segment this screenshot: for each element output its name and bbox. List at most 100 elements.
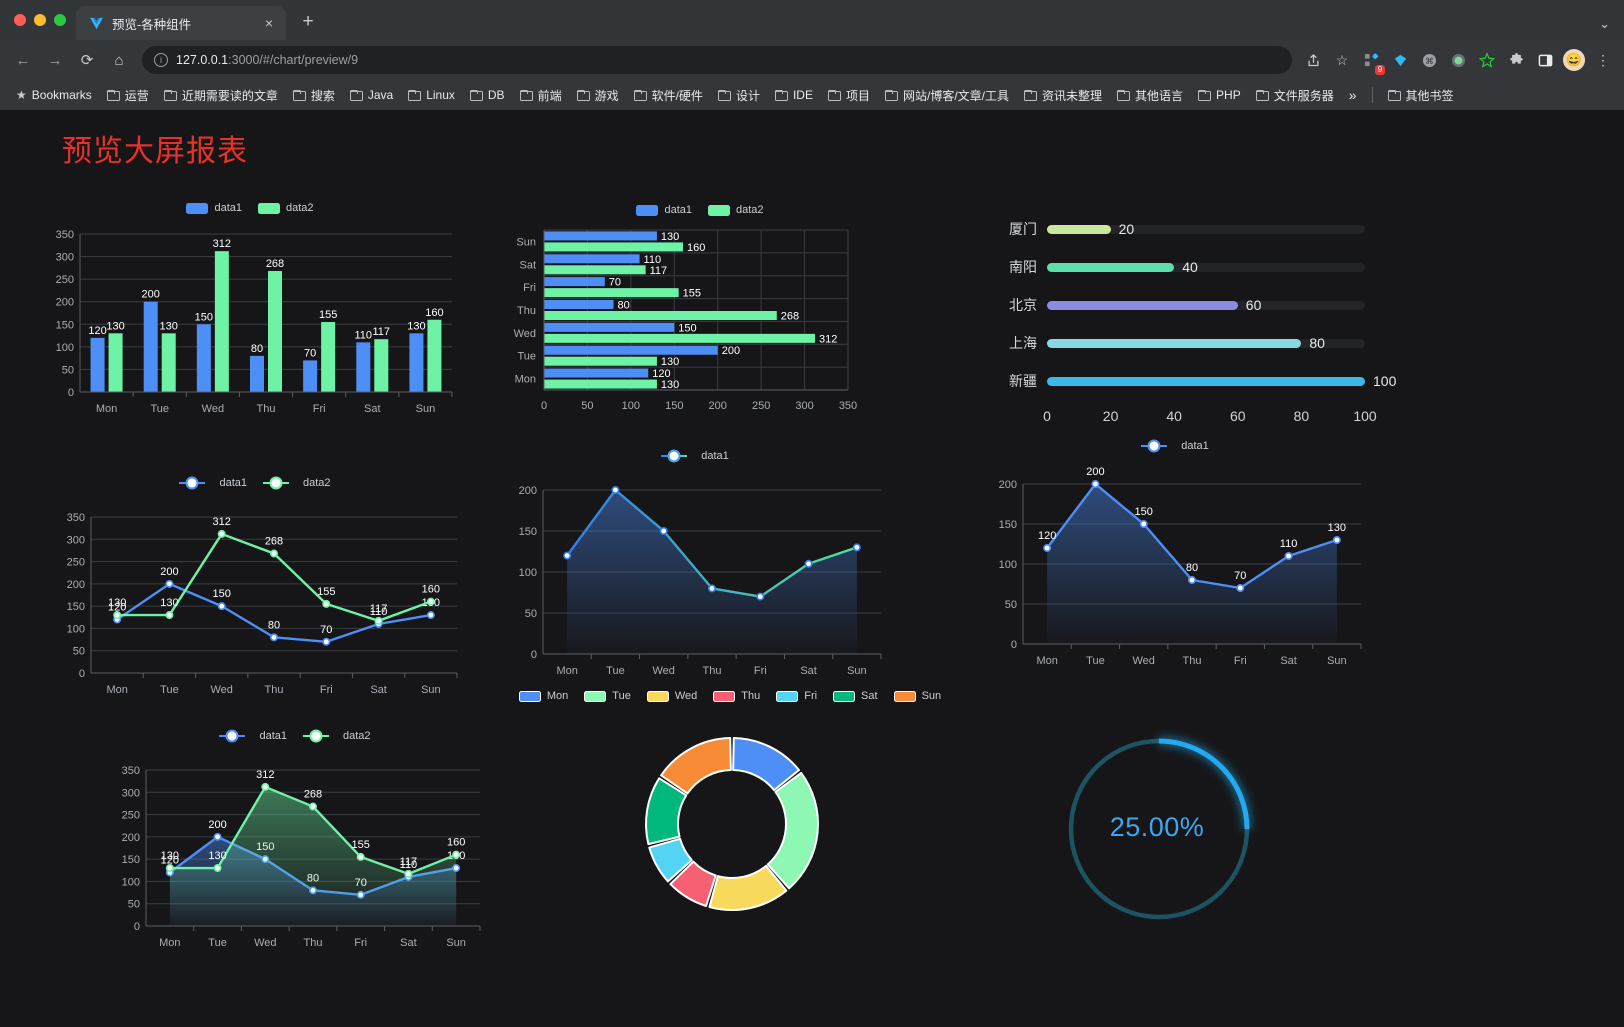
legend-item-data2[interactable]: data2	[303, 730, 371, 742]
legend-item-fri[interactable]: Fri	[776, 690, 817, 702]
home-button[interactable]: ⌂	[114, 51, 124, 69]
diamond-icon[interactable]	[1387, 47, 1413, 73]
bookmark-item-4[interactable]: Java	[344, 85, 399, 105]
legend[interactable]: data1 data2	[45, 477, 465, 489]
bookmark-item-2[interactable]: 近期需要读的文章	[158, 84, 284, 107]
svg-text:Mon: Mon	[556, 665, 577, 677]
legend[interactable]: data1 data2	[100, 730, 490, 742]
legend-item-data1[interactable]: data1	[179, 477, 247, 489]
address-bar[interactable]: i 127.0.0.1:3000/#/chart/preview/9	[142, 46, 1292, 74]
maximize-window-button[interactable]	[54, 14, 66, 26]
progress-row[interactable]: 北京 60	[995, 286, 1365, 324]
legend-swatch	[186, 202, 209, 214]
bookmark-item-3[interactable]: 搜索	[287, 84, 341, 107]
chart-line-gradient[interactable]: data1 0 50 100 150 200 Mon Tue Wed Thu Fri Sat Sun	[495, 450, 895, 710]
legend-item-data1[interactable]: data1	[636, 204, 692, 216]
bookmark-item-15[interactable]: 其他语言	[1111, 84, 1189, 107]
legend-item-data2[interactable]: data2	[708, 204, 764, 216]
progress-row[interactable]: 厦门 20	[995, 210, 1365, 248]
progress-track[interactable]: 100	[1047, 373, 1396, 389]
bookmark-item-5[interactable]: Linux	[402, 85, 461, 105]
bookmark-label: IDE	[792, 88, 813, 102]
minimize-window-button[interactable]	[34, 14, 46, 26]
legend[interactable]: Mon Tue Wed Thu Fri Sat Sun	[518, 690, 941, 702]
chart-donut[interactable]: Mon Tue Wed Thu Fri Sat Sun	[518, 690, 941, 960]
progress-row[interactable]: 上海 80	[995, 324, 1365, 362]
share-icon[interactable]	[1300, 47, 1326, 73]
progress-track[interactable]: 20	[1047, 221, 1365, 237]
legend[interactable]: data1 data2	[500, 204, 900, 216]
bookmark-item-10[interactable]: 设计	[712, 84, 766, 107]
browser-menu-icon[interactable]: ⋮	[1596, 51, 1610, 68]
bookmark-item-8[interactable]: 游戏	[571, 84, 625, 107]
command-icon[interactable]: ⌘	[1416, 47, 1442, 73]
bookmark-item-12[interactable]: 项目	[822, 84, 876, 107]
axis-tick: 100	[1353, 408, 1377, 424]
bookmark-item-14[interactable]: 资讯未整理	[1018, 84, 1108, 107]
legend-item-thu[interactable]: Thu	[713, 690, 760, 702]
legend-item-sun[interactable]: Sun	[893, 690, 941, 702]
bookmark-star-icon[interactable]: ☆	[1335, 51, 1349, 68]
forward-button[interactable]: →	[47, 51, 63, 69]
window-controls[interactable]	[10, 0, 76, 40]
svg-text:Wed: Wed	[514, 328, 536, 340]
legend[interactable]: data1 data2	[40, 202, 460, 214]
legend[interactable]: data1	[495, 450, 895, 462]
legend-item-data1[interactable]: data1	[219, 730, 287, 742]
chart-area-two-series[interactable]: data1 data2 0 50 100 150 200 250 300 350 Mon Tue W…	[100, 730, 490, 980]
legend-item-tue[interactable]: Tue	[584, 690, 631, 702]
progress-row[interactable]: 新疆 100	[995, 362, 1396, 400]
circle-icon[interactable]	[1445, 47, 1471, 73]
legend-item-data1[interactable]: data1	[661, 450, 729, 462]
legend-item-data1[interactable]: data1	[1141, 440, 1209, 452]
svg-text:0: 0	[1011, 639, 1017, 651]
svg-text:80: 80	[617, 300, 629, 312]
bookmark-item-9[interactable]: 软件/硬件	[628, 84, 709, 107]
bookmarks-overflow-button[interactable]: »	[1348, 87, 1357, 103]
chart-line-two-series[interactable]: data1 data2 0 50 100 150 200 250 300 350 Mon Tue W…	[45, 477, 465, 727]
reload-button[interactable]: ⟳	[80, 52, 94, 69]
progress-track[interactable]: 60	[1047, 297, 1365, 313]
legend[interactable]: data1	[975, 440, 1375, 452]
svg-text:50: 50	[525, 608, 537, 620]
bookmark-item-1[interactable]: 运营	[101, 84, 155, 107]
chart-bar-horizontal[interactable]: data1 data2 0 50 100 150 200 250 300 350 Sun 130 1…	[500, 204, 900, 444]
bookmark-item-6[interactable]: DB	[464, 85, 511, 105]
sidepanel-icon[interactable]	[1532, 47, 1558, 73]
star-green-icon[interactable]	[1474, 47, 1500, 73]
puzzle-icon[interactable]	[1503, 47, 1529, 73]
chart-line-area[interactable]: data1 0 50 100 150 200 Mon Tue Wed Thu Fri Sat Sun 1…	[975, 440, 1375, 700]
chart-progress-bars[interactable]: 厦门 20 南阳 40 北京 60 上海 80 新疆 100 0 20 40 60 80 100	[995, 210, 1396, 500]
site-info-icon[interactable]: i	[154, 53, 168, 67]
chart-gauge[interactable]: 25.00%	[1057, 727, 1262, 937]
progress-track[interactable]: 80	[1047, 335, 1365, 351]
legend-item-sat[interactable]: Sat	[833, 690, 878, 702]
legend-item-data1[interactable]: data1	[186, 202, 242, 214]
legend-item-mon[interactable]: Mon	[518, 690, 568, 702]
legend-item-wed[interactable]: Wed	[646, 690, 697, 702]
new-tab-button[interactable]: +	[302, 11, 314, 32]
chevron-down-icon[interactable]: ⌄	[1599, 16, 1610, 31]
close-tab-button[interactable]: ×	[264, 15, 274, 31]
bookmark-item-bookmarks[interactable]: ★ Bookmarks	[10, 85, 98, 105]
progress-row[interactable]: 南阳 40	[995, 248, 1365, 286]
svg-text:0: 0	[79, 668, 85, 680]
bookmark-item-16[interactable]: PHP	[1192, 85, 1247, 105]
progress-track[interactable]: 40	[1047, 259, 1365, 275]
folder-icon	[292, 89, 306, 101]
chart-bar-vertical[interactable]: data1 data2 0 50 100 150 200 250 300 350 Mon 120 1…	[40, 202, 460, 447]
legend-item-data2[interactable]: data2	[258, 202, 314, 214]
svg-text:Tue: Tue	[160, 684, 179, 696]
bookmark-item-17[interactable]: 文件服务器	[1250, 84, 1340, 107]
bookmark-item-13[interactable]: 网站/博客/文章/工具	[879, 84, 1015, 107]
svg-text:Tue: Tue	[208, 937, 227, 949]
back-button[interactable]: ←	[15, 51, 31, 69]
extensions-grid-icon[interactable]: 9	[1358, 47, 1385, 75]
browser-tab[interactable]: 预览-各种组件 ×	[76, 6, 286, 40]
bookmark-item-11[interactable]: IDE	[769, 85, 819, 105]
close-window-button[interactable]	[14, 14, 26, 26]
bookmark-item-other[interactable]: 其他书签	[1382, 84, 1460, 107]
profile-avatar[interactable]: 😄	[1561, 47, 1587, 73]
legend-item-data2[interactable]: data2	[263, 477, 331, 489]
bookmark-item-7[interactable]: 前端	[514, 84, 568, 107]
